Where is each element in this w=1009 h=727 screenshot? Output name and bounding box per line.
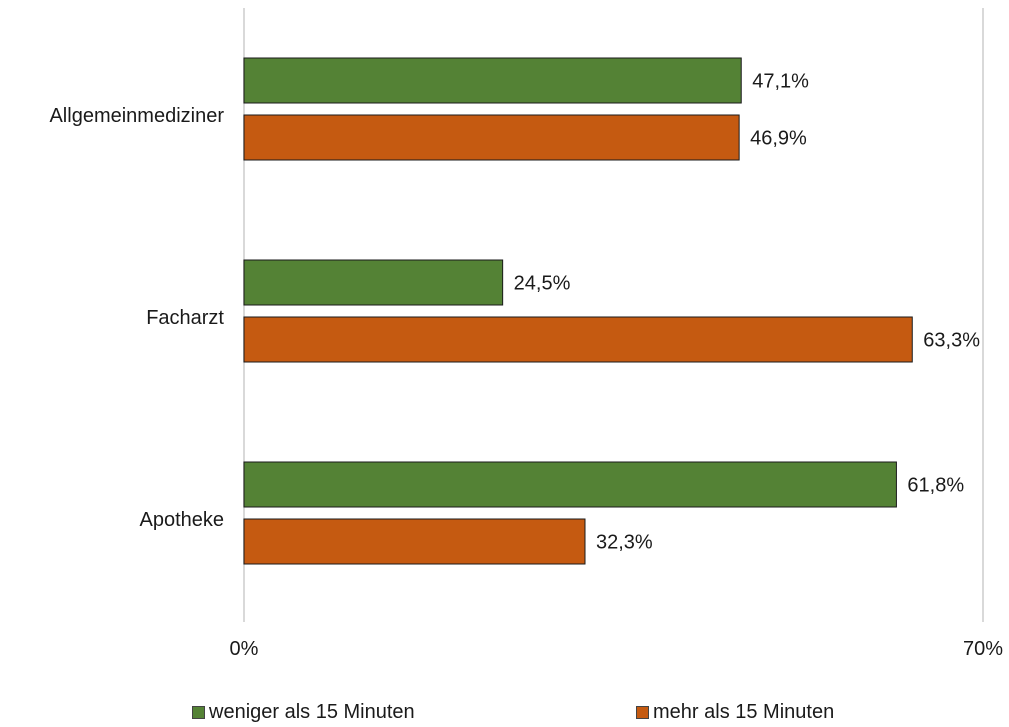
x-tick-labels: 0% 70% — [230, 638, 1004, 660]
legend-swatch-weniger — [192, 705, 205, 719]
legend-label-mehr: mehr als 15 Minuten — [653, 700, 835, 723]
value-label-apotheke-weniger: 61,8% — [907, 475, 964, 497]
legend-item-weniger: weniger als 15 Minuten — [192, 700, 415, 724]
value-label-facharzt-mehr: 63,3% — [923, 330, 980, 352]
category-labels: Allgemeinmediziner Facharzt Apotheke — [49, 105, 224, 531]
legend-item-mehr: mehr als 15 Minuten — [636, 700, 834, 724]
category-label-apotheke: Apotheke — [139, 509, 224, 531]
value-label-apotheke-mehr: 32,3% — [596, 532, 653, 554]
bar-allgemeinmediziner-weniger — [243, 57, 742, 104]
x-tick-label-70: 70% — [963, 638, 1003, 660]
bar-chart: 47,1% 46,9% 24,5% 63,3% 61,8% 32,3% Allgemein… — [49, 8, 1004, 660]
bars — [243, 57, 913, 565]
x-tick-label-0: 0% — [230, 638, 259, 660]
value-label-allgemeinmediziner-weniger: 47,1% — [752, 71, 809, 93]
category-label-facharzt: Facharzt — [146, 307, 224, 329]
value-label-allgemeinmediziner-mehr: 46,9% — [750, 128, 807, 150]
legend-label-weniger: weniger als 15 Minuten — [209, 700, 415, 723]
value-labels: 47,1% 46,9% 24,5% 63,3% 61,8% 32,3% — [514, 71, 981, 554]
bar-facharzt-weniger — [243, 259, 504, 306]
bar-facharzt-mehr — [243, 316, 913, 363]
category-label-allgemeinmediziner: Allgemeinmediziner — [49, 105, 224, 127]
legend-swatch-mehr — [636, 705, 649, 719]
value-label-facharzt-weniger: 24,5% — [514, 273, 571, 295]
bar-allgemeinmediziner-mehr — [243, 114, 740, 161]
bar-apotheke-mehr — [243, 518, 586, 565]
bar-apotheke-weniger — [243, 461, 897, 508]
